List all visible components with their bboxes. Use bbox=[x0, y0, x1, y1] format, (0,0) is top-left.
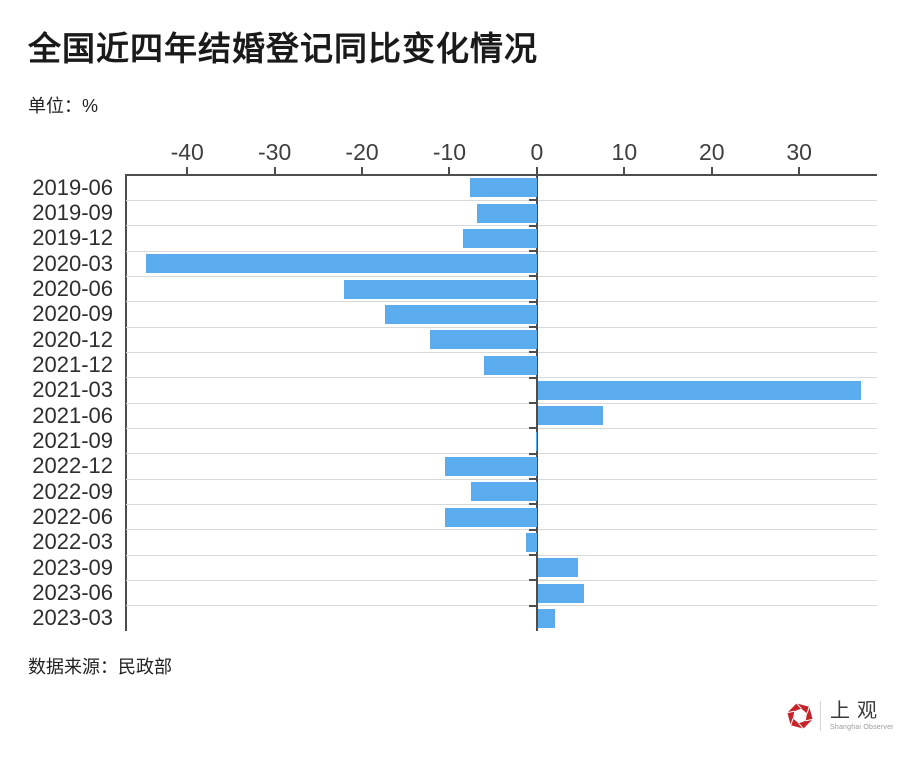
bar bbox=[477, 203, 537, 223]
category-tick bbox=[528, 376, 538, 379]
y-axis-label: 2023-09 bbox=[32, 554, 113, 580]
category-tick bbox=[528, 300, 538, 303]
gridline bbox=[126, 579, 877, 581]
gridline bbox=[126, 326, 877, 328]
y-axis-label: 2020-12 bbox=[32, 326, 113, 352]
category-tick bbox=[528, 478, 538, 480]
bar bbox=[471, 482, 537, 502]
category-tick bbox=[528, 503, 538, 506]
logo-en-text: Shanghai Observer bbox=[830, 724, 894, 731]
bar bbox=[483, 355, 537, 375]
category-tick bbox=[528, 452, 538, 455]
bar bbox=[536, 431, 537, 451]
y-axis-label: 2021-03 bbox=[32, 377, 113, 403]
y-axis-label: 2019-09 bbox=[32, 200, 113, 225]
x-tick-label: -10 bbox=[432, 139, 467, 165]
source-label: 数据来源：民政部 bbox=[28, 657, 172, 677]
y-axis-label: 2021-06 bbox=[32, 402, 113, 428]
gridline bbox=[126, 478, 877, 480]
y-axis-label: 2022-03 bbox=[32, 529, 113, 555]
bar bbox=[445, 507, 537, 527]
publisher-logo: 上观 Shanghai Observer bbox=[785, 701, 894, 731]
y-axis-label: 2019-12 bbox=[32, 225, 113, 251]
category-tick bbox=[528, 528, 538, 531]
x-tick-label: 0 bbox=[530, 139, 544, 165]
y-axis-label: 2023-06 bbox=[32, 580, 113, 605]
x-tick-mark bbox=[361, 167, 364, 174]
logo-divider bbox=[820, 701, 821, 731]
bar bbox=[469, 178, 537, 198]
category-tick bbox=[528, 224, 538, 227]
gridline bbox=[126, 402, 877, 404]
bar bbox=[384, 304, 537, 324]
y-axis-label: 2021-12 bbox=[32, 352, 113, 377]
y-axis-label: 2022-06 bbox=[32, 504, 113, 529]
y-axis-labels: 2019-06 2019-09 2019-12 2020-03 2020-06 2020-… bbox=[0, 175, 113, 631]
chart-plot-area: -40 -30 -20 -10 0 10 20 30 bbox=[125, 139, 877, 631]
bar bbox=[537, 583, 585, 603]
x-tick-mark bbox=[623, 167, 626, 174]
bar bbox=[463, 228, 537, 248]
bar bbox=[537, 558, 579, 578]
y-axis-label: 2020-09 bbox=[32, 301, 113, 327]
category-tick bbox=[528, 351, 538, 354]
y-axis-label: 2019-06 bbox=[32, 174, 113, 200]
gridline bbox=[126, 225, 877, 227]
gridline bbox=[126, 351, 877, 353]
y-axis-label: 2020-06 bbox=[32, 276, 113, 301]
x-tick-mark bbox=[798, 167, 801, 174]
bar bbox=[445, 456, 537, 476]
x-tick-mark bbox=[710, 167, 713, 174]
gridline bbox=[126, 199, 877, 201]
category-tick bbox=[528, 554, 538, 556]
y-axis-label: 2022-09 bbox=[32, 478, 113, 504]
category-tick bbox=[528, 402, 538, 404]
x-tick-label: -30 bbox=[258, 139, 292, 165]
gridline bbox=[126, 427, 877, 429]
x-tick-mark bbox=[535, 167, 538, 174]
x-axis-line bbox=[125, 174, 877, 176]
bar bbox=[343, 279, 537, 299]
gridline bbox=[126, 275, 877, 277]
y-axis-label: 2022-12 bbox=[32, 453, 113, 479]
category-tick bbox=[528, 199, 538, 202]
x-tick-label: 30 bbox=[786, 139, 812, 165]
gridline bbox=[126, 529, 877, 531]
gridline bbox=[126, 377, 877, 379]
gridline bbox=[126, 554, 877, 556]
bar bbox=[146, 254, 537, 274]
bar bbox=[537, 406, 603, 426]
gridline bbox=[126, 250, 877, 252]
shanghai-observer-emblem-icon bbox=[785, 701, 815, 731]
category-tick bbox=[528, 579, 538, 582]
category-tick bbox=[528, 275, 538, 278]
bar bbox=[537, 380, 862, 400]
bar bbox=[430, 330, 537, 350]
gridline bbox=[126, 453, 877, 455]
x-tick-mark bbox=[273, 167, 276, 174]
x-tick-label: -20 bbox=[345, 139, 379, 165]
x-tick-mark bbox=[186, 167, 189, 174]
logo-cn-text: 上观 bbox=[830, 700, 884, 722]
gridline bbox=[126, 605, 877, 607]
x-tick-mark bbox=[448, 167, 451, 174]
category-tick bbox=[528, 604, 538, 607]
category-tick bbox=[528, 427, 538, 430]
x-tick-label: 20 bbox=[698, 139, 725, 165]
bar bbox=[537, 608, 555, 628]
y-axis-label: 2020-03 bbox=[32, 250, 113, 276]
chart-title: 全国近四年结婚登记同比变化情况 bbox=[28, 30, 538, 67]
category-tick bbox=[528, 250, 538, 252]
bar bbox=[526, 532, 537, 552]
y-axis-label: 2021-09 bbox=[32, 428, 113, 453]
category-tick bbox=[528, 326, 538, 328]
y-axis-label: 2023-03 bbox=[32, 605, 113, 631]
gridline bbox=[126, 301, 877, 303]
x-tick-label: 10 bbox=[611, 139, 638, 165]
unit-label: 单位：% bbox=[28, 96, 99, 116]
x-tick-label: -40 bbox=[170, 139, 204, 165]
gridline bbox=[126, 503, 877, 505]
